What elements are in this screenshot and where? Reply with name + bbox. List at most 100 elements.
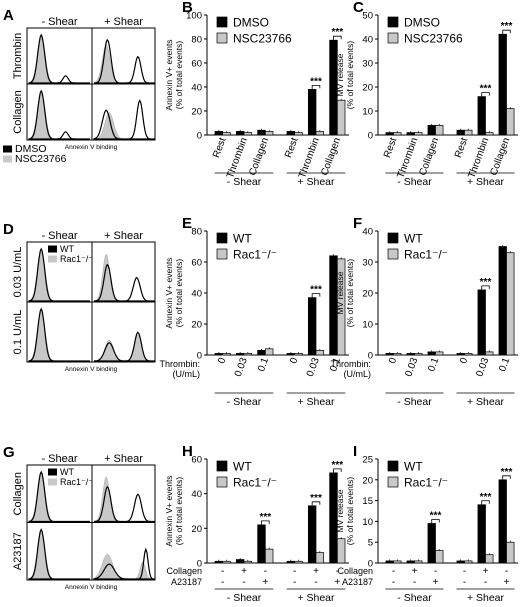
x-tick-label: 0 [387, 356, 399, 365]
y-tick-label: 10 [362, 107, 373, 118]
bar [406, 353, 415, 356]
legend-label: WT [233, 232, 252, 246]
legend-label: WT [404, 460, 423, 474]
y-tick-label: 10 [362, 517, 373, 528]
legend-swatch [387, 248, 399, 260]
bar [222, 353, 231, 356]
bar [315, 131, 325, 136]
significance-label: *** [310, 76, 322, 87]
legend-swatch [48, 255, 57, 263]
row-mark: - [221, 566, 224, 577]
group-label: - Shear [227, 592, 262, 604]
y-tick-label: 0 [368, 351, 373, 362]
row-mark: - [293, 566, 296, 577]
row-mark: - [463, 577, 466, 588]
row-mark: - [314, 577, 317, 588]
bar [477, 289, 486, 356]
column-label: - Shear [41, 16, 77, 28]
legend-swatch [216, 32, 228, 44]
legend-label: NSC23766 [15, 153, 67, 165]
y-tick-label: 40 [362, 227, 373, 238]
row-label: Collagen [337, 566, 373, 576]
histogram-line [28, 89, 90, 140]
bar [243, 353, 253, 356]
bar [393, 560, 402, 564]
y-tick-label: 0 [197, 559, 202, 570]
significance-bracket [481, 92, 490, 96]
legend-label: WT [233, 460, 252, 474]
legend-swatch [216, 248, 228, 260]
legend-label: Rac1⁻/⁻ [60, 254, 93, 264]
y-tick-label: 0 [368, 131, 373, 142]
bar [393, 353, 402, 356]
row-label: Thrombin: [330, 359, 371, 369]
row-label-unit: (U/mL) [344, 369, 372, 379]
bar [414, 560, 423, 564]
significance-label: *** [501, 21, 513, 32]
y-tick-label: 60 [191, 258, 202, 269]
bar [506, 252, 515, 356]
bar [315, 350, 325, 356]
significance-label: *** [480, 277, 492, 288]
significance-bracket [502, 475, 511, 479]
significance-label: *** [480, 84, 492, 95]
group-label: + Shear [297, 176, 335, 188]
bar [414, 132, 423, 136]
bar-chart-c: C 0 10 20 30 40 50 MV release (% of total events… [335, 0, 518, 188]
y-axis-label: (% of total events) [345, 41, 355, 110]
row-mark: + [262, 577, 268, 588]
bar [464, 353, 473, 356]
legend-swatch [216, 232, 228, 244]
row-label: Collagen [166, 566, 202, 576]
significance-label: *** [331, 460, 343, 471]
legend-label: WT [404, 232, 423, 246]
bar [456, 353, 465, 356]
y-tick-label: 40 [191, 83, 202, 94]
bar-chart-f: F 0 10 20 30 40 MV release (% of total events) *… [330, 215, 518, 408]
x-axis-label: Annexin V binding [65, 144, 118, 151]
bar [294, 132, 303, 136]
y-tick-label: 30 [362, 59, 373, 70]
x-tick-label: 0.03 [305, 356, 322, 378]
histogram-fill [28, 92, 90, 140]
bar [477, 96, 486, 136]
significance-label: *** [331, 27, 343, 38]
y-tick-label: 40 [191, 289, 202, 300]
y-axis-label: Annexin V+ events [164, 475, 174, 546]
bar [385, 560, 394, 564]
significance-label: *** [430, 510, 442, 521]
panel-letter: A [3, 7, 14, 24]
y-axis-label: MV release [335, 53, 345, 96]
x-tick-label: Collagen [417, 136, 441, 177]
x-tick-label: 0.1 [426, 356, 441, 373]
histogram-fill [93, 253, 155, 302]
significance-bracket [311, 85, 321, 89]
y-tick-label: 80 [191, 227, 202, 238]
bar [235, 559, 245, 564]
bar [214, 560, 224, 564]
x-tick-label: 0.03 [474, 356, 491, 378]
y-tick-label: 40 [191, 489, 202, 500]
legend-swatch [216, 476, 228, 488]
bar [435, 125, 444, 136]
bar [235, 353, 245, 356]
row-mark: - [505, 566, 508, 577]
y-tick-label: 50 [362, 11, 373, 22]
row-mark: - [392, 566, 395, 577]
row-mark: - [242, 577, 245, 588]
significance-bracket [502, 29, 511, 34]
bar [498, 246, 507, 356]
histogram-line [93, 485, 155, 523]
histogram-line [28, 307, 90, 362]
histogram-line [28, 247, 90, 302]
bar-chart-i: I 0 5 10 15 20 25 MV release (% of total events)… [335, 443, 518, 604]
x-tick-label: 0 [288, 356, 300, 365]
y-tick-label: 40 [362, 35, 373, 46]
row-mark: + [334, 577, 340, 588]
bar [294, 560, 303, 564]
bar [464, 129, 473, 136]
x-tick-label: 0.1 [497, 356, 512, 373]
legend-swatch [387, 460, 399, 472]
y-axis-label: Annexin V+ events [164, 39, 174, 110]
bar [214, 131, 224, 136]
